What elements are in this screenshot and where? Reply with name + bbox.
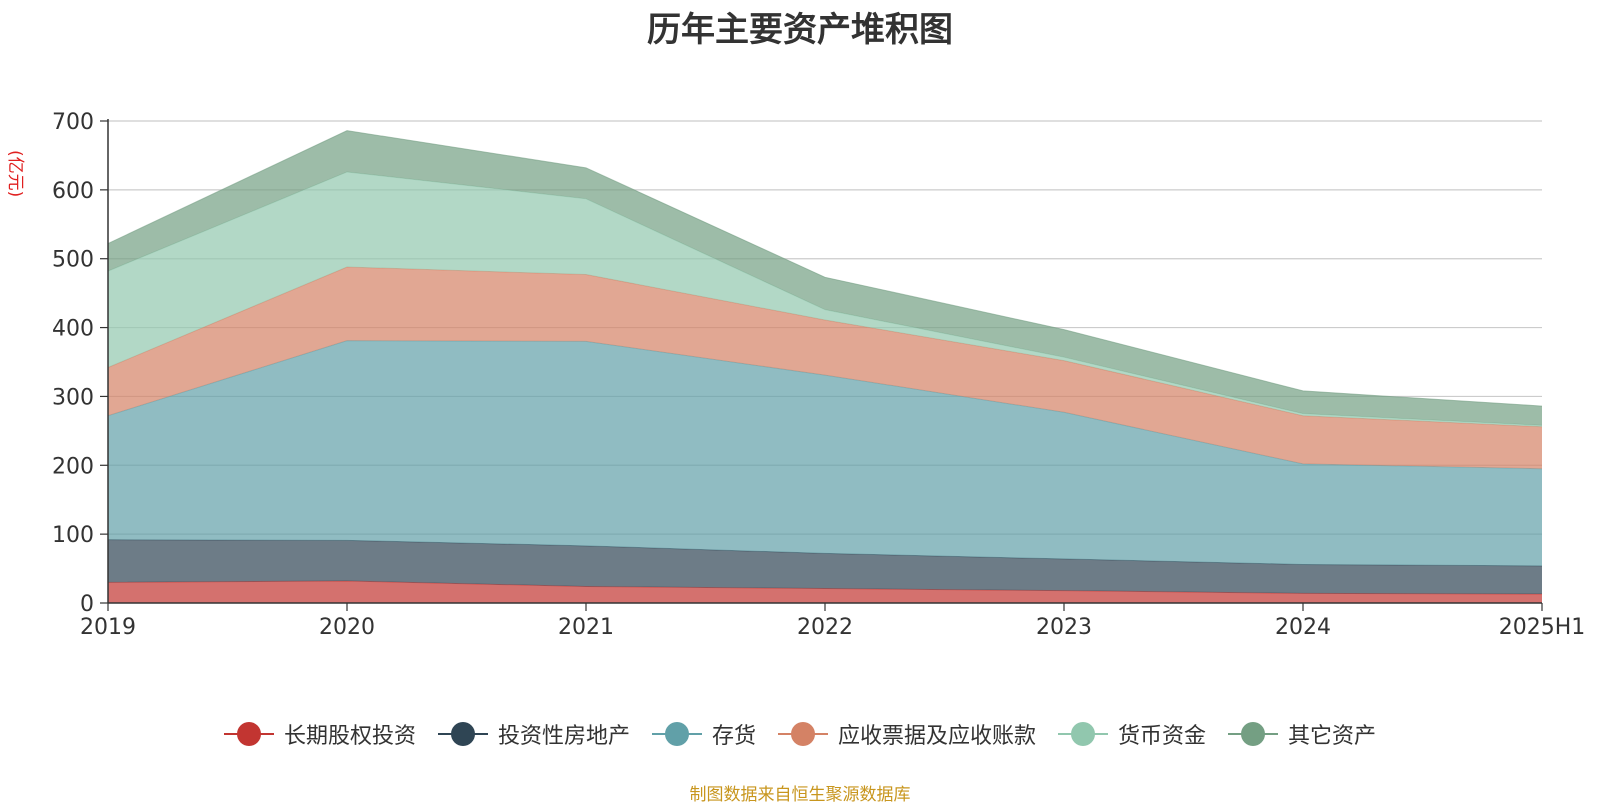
y-axis-unit-label: (亿元) <box>5 150 25 198</box>
legend-marker-icon <box>1058 722 1109 746</box>
legend-label: 其它资产 <box>1288 724 1377 749</box>
y-tick-label: 400 <box>52 317 94 342</box>
area-series-1 <box>108 580 1542 603</box>
legend-item[interactable]: 长期股权投资 <box>223 718 416 750</box>
x-tick-label: 2025H1 <box>1499 615 1586 640</box>
area-series-edge-6 <box>107 130 1543 407</box>
y-tick-label: 500 <box>52 248 94 273</box>
y-tick-label: 200 <box>52 454 94 479</box>
x-tick-label: 2020 <box>319 615 375 640</box>
legend-marker-icon <box>1228 722 1279 746</box>
x-tick-label: 2023 <box>1036 615 1092 640</box>
y-tick-label: 700 <box>52 110 94 135</box>
legend-item[interactable]: 其它资产 <box>1228 718 1376 750</box>
chart-title: 历年主要资产堆积图 <box>647 10 953 50</box>
legend-marker-icon <box>223 722 274 746</box>
legend-item[interactable]: 投资性房地产 <box>437 718 630 750</box>
legend-item[interactable]: 应收票据及应收账款 <box>778 718 1036 750</box>
legend-label: 长期股权投资 <box>283 724 416 749</box>
legend-label: 投资性房地产 <box>497 724 630 749</box>
x-tick-label: 2024 <box>1275 615 1331 640</box>
x-tick-label: 2022 <box>797 615 853 640</box>
x-tick-label: 2021 <box>558 615 614 640</box>
legend-item[interactable]: 货币资金 <box>1058 718 1206 750</box>
area-series-6 <box>108 130 1542 426</box>
legend-marker-icon <box>437 722 488 746</box>
area-series-3 <box>108 340 1542 566</box>
area-series-4 <box>108 266 1542 469</box>
y-tick-label: 100 <box>52 523 94 548</box>
legend-label: 货币资金 <box>1118 724 1207 749</box>
legend-label: 存货 <box>711 724 756 749</box>
legend-label: 应收票据及应收账款 <box>838 724 1037 749</box>
y-tick-label: 0 <box>80 592 94 617</box>
area-series-5 <box>108 171 1542 427</box>
y-tick-label: 600 <box>52 179 94 204</box>
x-tick-label: 2019 <box>80 615 136 640</box>
legend-item[interactable]: 存货 <box>651 718 756 750</box>
y-tick-label: 300 <box>52 385 94 410</box>
area-series-2 <box>108 539 1542 595</box>
source-note: 制图数据来自恒生聚源数据库 <box>689 785 911 805</box>
legend-marker-icon <box>651 722 702 746</box>
legend-marker-icon <box>778 722 828 746</box>
legend: 长期股权投资 投资性房地产 存货 应收票据及应收账款 货币资金 其它资产 <box>0 718 1600 750</box>
